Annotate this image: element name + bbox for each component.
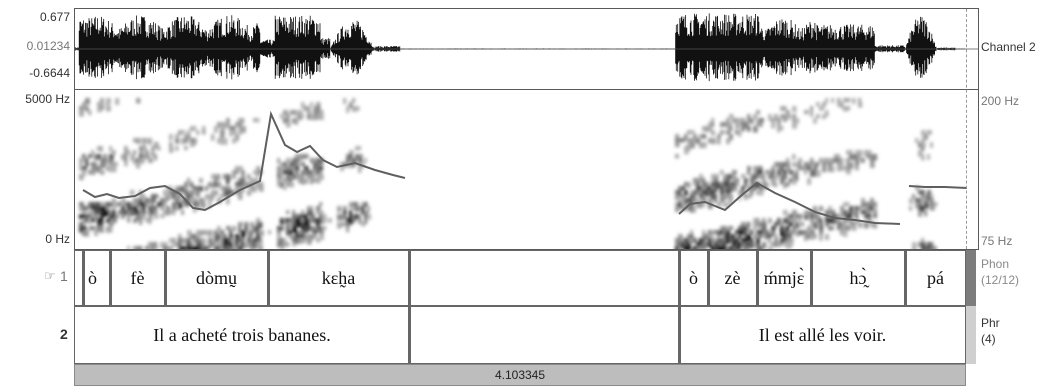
phrase-interval-3[interactable]: Il est allé les voir. [758, 324, 887, 345]
interval-1[interactable]: ò [88, 267, 97, 288]
waveform-max-label: 0.677 [39, 10, 70, 24]
tier-2-number[interactable]: 2 [60, 326, 68, 342]
interval-7[interactable]: zè [724, 267, 741, 288]
pitch-contour-1 [82, 110, 406, 212]
tier-1-pointer-icon: ☞ [44, 268, 56, 283]
tier-phon[interactable]: ò fè dòmṵ kɛh̰a ò zè ḿmjɛ̀ hɔ̰̀ pá [74, 250, 966, 306]
tier-1-name-label: Phon (12/12) [981, 256, 1019, 288]
spectrogram-image [79, 98, 968, 249]
phrase-interval-1[interactable]: Il a acheté trois bananes. [153, 324, 331, 345]
waveform-path [75, 13, 966, 82]
total-duration-value: 4.103345 [494, 368, 546, 382]
interval-10[interactable]: pá [927, 267, 944, 288]
waveform-panel[interactable] [74, 8, 979, 90]
tier-1-number[interactable]: 1 [60, 268, 68, 284]
spectrogram-energy [79, 98, 938, 249]
pitch-contour-2 [678, 181, 901, 225]
pitch-contour-3 [908, 185, 968, 189]
boundary[interactable] [267, 251, 270, 305]
boundary[interactable] [756, 251, 759, 305]
pitch-min-label: 75 Hz [981, 234, 1013, 248]
boundary[interactable] [904, 251, 907, 305]
tier-phon-selector[interactable] [966, 250, 976, 306]
spectrogram-max-freq-label: 5000 Hz [25, 92, 70, 106]
interval-6[interactable]: ò [689, 267, 698, 288]
spectrogram-panel[interactable] [74, 89, 979, 250]
tier-2-name-label: Phr (4) [981, 315, 1000, 347]
tier-2-count: (4) [981, 332, 996, 346]
boundary[interactable] [109, 251, 112, 305]
interval-9[interactable]: hɔ̰̀ [849, 267, 867, 288]
boundary[interactable] [408, 251, 411, 305]
selection-end-marker [966, 9, 967, 249]
interval-2[interactable]: fè [130, 267, 145, 288]
interval-8[interactable]: ḿmjɛ̀ [763, 267, 805, 288]
boundary[interactable] [707, 251, 710, 305]
spectrogram-min-freq-label: 0 Hz [45, 232, 70, 246]
interval-5[interactable] [409, 251, 679, 305]
waveform-trace [75, 13, 978, 82]
phrase-interval-2[interactable] [409, 307, 679, 363]
tier-1-name: Phon [981, 257, 1010, 271]
boundary[interactable] [408, 307, 411, 363]
boundary[interactable] [810, 251, 813, 305]
tier-phr[interactable]: Il a acheté trois bananes. Il est allé l… [74, 306, 966, 364]
total-duration-bar[interactable]: 4.103345 [74, 364, 966, 386]
interval-4[interactable]: kɛh̰a [321, 267, 356, 288]
waveform-min-label: -0.6644 [29, 66, 70, 80]
pitch-max-label: 200 Hz [981, 94, 1020, 108]
tier-2-name: Phr [981, 316, 1000, 330]
channel-label: Channel 2 [981, 40, 1036, 54]
boundary[interactable] [678, 251, 681, 305]
waveform-mid-label: 0.01234 [26, 39, 70, 53]
tier-phr-selector[interactable] [966, 306, 976, 364]
boundary[interactable] [164, 251, 167, 305]
interval-3[interactable]: dòmṵ [195, 267, 237, 288]
tier-1-count: (12/12) [981, 273, 1020, 287]
boundary[interactable] [678, 307, 681, 363]
boundary[interactable] [82, 251, 85, 305]
